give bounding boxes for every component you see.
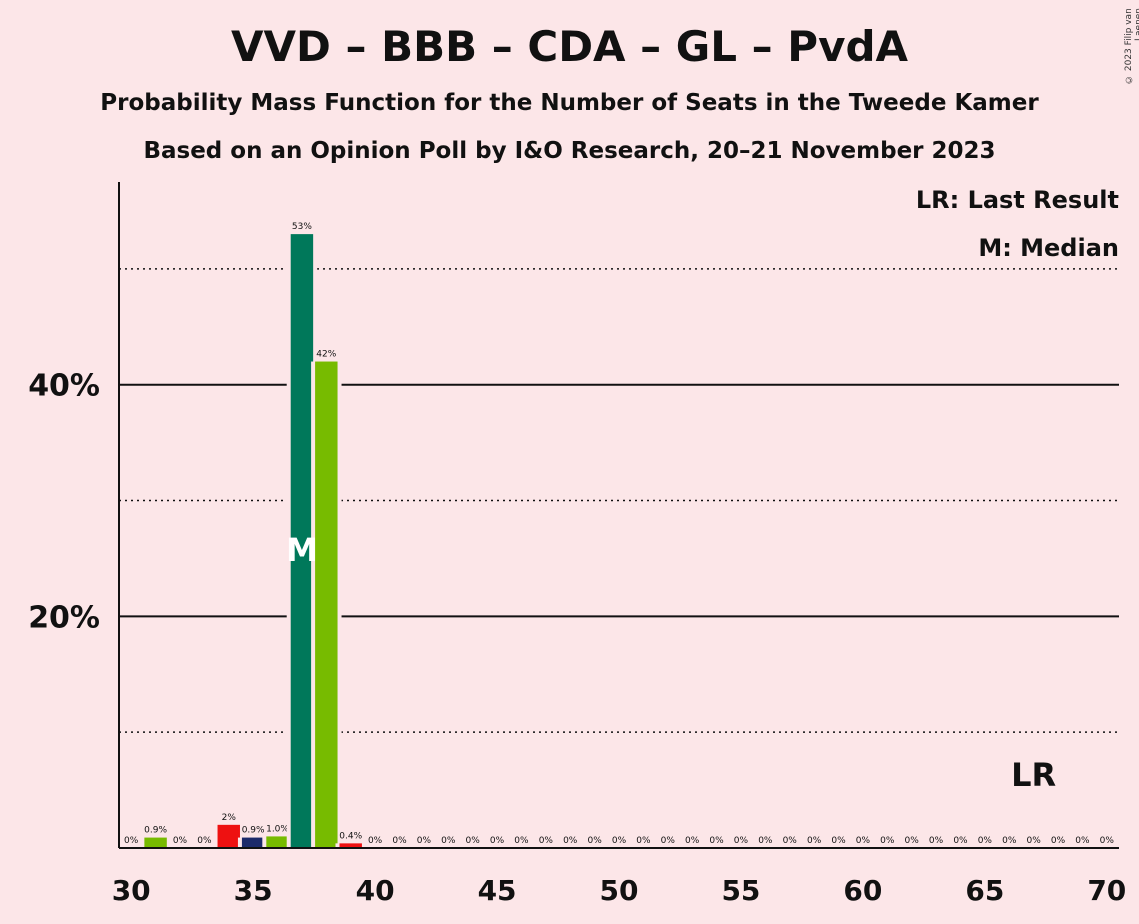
bar-seat-34 (217, 824, 240, 848)
bar-label: 0% (807, 836, 822, 846)
x-tick-label: 40 (356, 874, 395, 907)
bar-label: 0% (417, 836, 432, 846)
bar-label: 0% (953, 836, 968, 846)
bar-label: 0% (124, 836, 139, 846)
bar-label: 0% (929, 836, 944, 846)
bar-label: 0% (880, 836, 895, 846)
x-tick-label: 70 (1087, 874, 1126, 907)
bar-label: 0% (783, 836, 798, 846)
bar-label: 0% (978, 836, 993, 846)
bar-label: 0% (1051, 836, 1066, 846)
bar-label: 0% (1026, 836, 1041, 846)
bar-label: 53% (292, 222, 312, 232)
bar-label: 0% (563, 836, 578, 846)
x-tick-label: 45 (478, 874, 517, 907)
bar-label: 0% (905, 836, 920, 846)
bar-label: 0% (173, 836, 188, 846)
bar-label: 0% (441, 836, 456, 846)
bar-label: 0% (856, 836, 871, 846)
bar-label: 0% (1100, 836, 1115, 846)
bar-label: 0% (709, 836, 724, 846)
bar-label: 0% (612, 836, 627, 846)
bar-seat-35 (241, 837, 265, 848)
bar-seat-39 (339, 843, 362, 848)
bar-label: 0.9% (144, 826, 167, 836)
bar-label: 0% (466, 836, 481, 846)
x-tick-label: 35 (234, 874, 273, 907)
chart-source: Based on an Opinion Poll by I&O Research… (143, 138, 996, 164)
legend-median: M: Median (978, 234, 1119, 262)
bar-label: 0% (758, 836, 773, 846)
x-tick-label: 30 (112, 874, 151, 907)
x-tick-label: 65 (965, 874, 1004, 907)
median-marker: M (286, 531, 318, 569)
bar-label: 0% (490, 836, 505, 846)
y-tick-label: 20% (28, 600, 100, 635)
bar-label: 0.9% (242, 826, 265, 836)
bar-label: 0% (514, 836, 529, 846)
bar-seat-31 (144, 837, 167, 848)
x-tick-label: 60 (843, 874, 882, 907)
bar-label: 1.0% (266, 824, 289, 834)
bar-label: 0% (539, 836, 554, 846)
bar-seat-37 (290, 234, 314, 849)
bar-label: 0% (636, 836, 651, 846)
x-tick-label: 55 (721, 874, 760, 907)
bar-label: 0% (734, 836, 749, 846)
bar-label: 0% (587, 836, 602, 846)
x-tick-label: 50 (600, 874, 639, 907)
bar-label: 0% (661, 836, 676, 846)
legend-last-result: LR: Last Result (915, 186, 1119, 214)
last-result-marker: LR (1011, 756, 1056, 794)
bar-label: 0% (197, 836, 212, 846)
bar-label: 0% (831, 836, 846, 846)
bar-seat-38 (315, 361, 338, 848)
y-tick-label: 40% (28, 369, 100, 404)
bar-label: 2% (222, 813, 237, 823)
bar-label: 0% (685, 836, 700, 846)
chart-subtitle: Probability Mass Function for the Number… (100, 90, 1039, 116)
chart-title: VVD – BBB – CDA – GL – PvdA (230, 22, 909, 71)
bar-label: 0.4% (339, 831, 362, 841)
bar-label: 0% (1075, 836, 1090, 846)
bar-seat-36 (266, 836, 289, 848)
bar-label: 42% (316, 350, 336, 360)
bar-label: 0% (368, 836, 383, 846)
bar-label: 0% (392, 836, 407, 846)
bar-label: 0% (1002, 836, 1017, 846)
